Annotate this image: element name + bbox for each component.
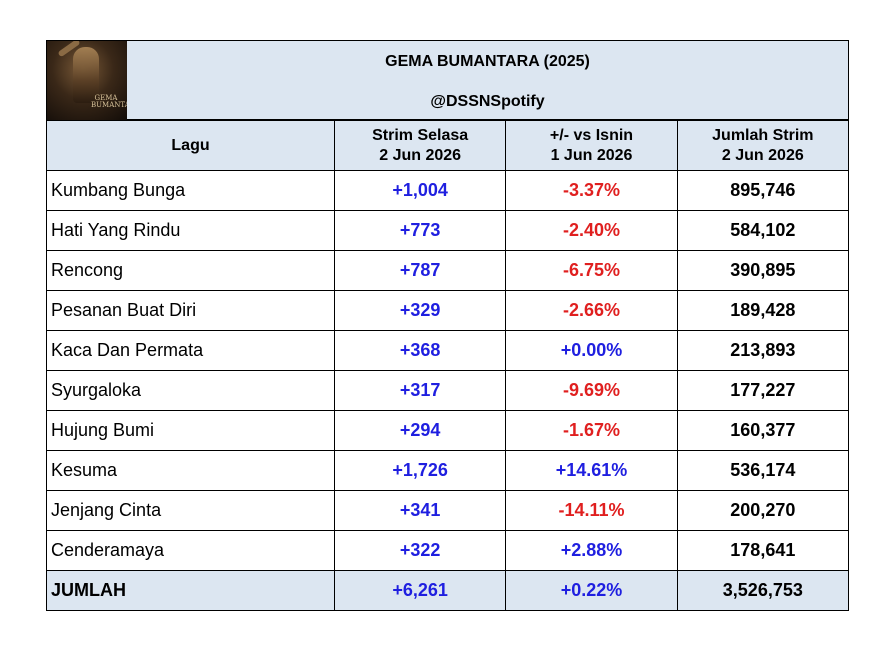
- col-header-song: Lagu: [46, 120, 335, 171]
- total-daily: +6,261: [333, 570, 507, 611]
- table-header-row: Lagu Strim Selasa 2 Jun 2026 +/- vs Isnin…: [46, 120, 850, 171]
- total-streams: 3,526,753: [676, 570, 850, 611]
- change-percent: -2.40%: [505, 210, 678, 251]
- col-header-change: +/- vs Isnin 1 Jun 2026: [505, 120, 678, 171]
- total-streams: 189,428: [676, 290, 850, 331]
- report-handle: @DSSNSpotify: [430, 93, 545, 110]
- song-title: Kesuma: [46, 450, 335, 491]
- change-percent: -14.11%: [505, 490, 678, 531]
- cover-figure: [73, 47, 99, 103]
- table-row: Cenderamaya +322 +2.88% 178,641: [46, 530, 850, 571]
- cover-logo-text: GEMA BUMANTARA: [91, 94, 127, 109]
- song-title: Kaca Dan Permata: [46, 330, 335, 371]
- total-streams: 895,746: [676, 170, 850, 211]
- song-title: Kumbang Bunga: [46, 170, 335, 211]
- song-title: Rencong: [46, 250, 335, 291]
- daily-streams: +294: [333, 410, 507, 451]
- table-row: Syurgaloka +317 -9.69% 177,227: [46, 370, 850, 411]
- table-row: Hati Yang Rindu +773 -2.40% 584,102: [46, 210, 850, 251]
- daily-streams: +787: [333, 250, 507, 291]
- change-percent: -3.37%: [505, 170, 678, 211]
- total-streams: 536,174: [676, 450, 850, 491]
- total-streams: 178,641: [676, 530, 850, 571]
- table-row: Hujung Bumi +294 -1.67% 160,377: [46, 410, 850, 451]
- table-row: Kumbang Bunga +1,004 -3.37% 895,746: [46, 170, 850, 211]
- change-percent: +2.88%: [505, 530, 678, 571]
- song-title: Jenjang Cinta: [46, 490, 335, 531]
- song-title: Pesanan Buat Diri: [46, 290, 335, 331]
- change-percent: -2.66%: [505, 290, 678, 331]
- table-row: Rencong +787 -6.75% 390,895: [46, 250, 850, 291]
- daily-streams: +341: [333, 490, 507, 531]
- total-streams: 584,102: [676, 210, 850, 251]
- total-streams: 213,893: [676, 330, 850, 371]
- song-title: Cenderamaya: [46, 530, 335, 571]
- album-cover-image: GEMA BUMANTARA: [47, 41, 127, 120]
- daily-streams: +322: [333, 530, 507, 571]
- total-change: +0.22%: [505, 570, 678, 611]
- daily-streams: +773: [333, 210, 507, 251]
- table-row: Jenjang Cinta +341 -14.11% 200,270: [46, 490, 850, 531]
- col-header-total: Jumlah Strim 2 Jun 2026: [676, 120, 850, 171]
- report-header: GEMA BUMANTARA GEMA BUMANTARA (2025) @DS…: [46, 40, 849, 120]
- table-row: Kaca Dan Permata +368 +0.00% 213,893: [46, 330, 850, 371]
- total-streams: 390,895: [676, 250, 850, 291]
- change-percent: -6.75%: [505, 250, 678, 291]
- daily-streams: +317: [333, 370, 507, 411]
- report-title: GEMA BUMANTARA (2025): [385, 53, 590, 70]
- song-title: Hati Yang Rindu: [46, 210, 335, 251]
- col-header-daily: Strim Selasa 2 Jun 2026: [333, 120, 507, 171]
- table-row: Pesanan Buat Diri +329 -2.66% 189,428: [46, 290, 850, 331]
- stream-report-table: GEMA BUMANTARA GEMA BUMANTARA (2025) @DS…: [46, 40, 850, 611]
- song-title: Hujung Bumi: [46, 410, 335, 451]
- total-streams: 200,270: [676, 490, 850, 531]
- change-percent: -1.67%: [505, 410, 678, 451]
- daily-streams: +368: [333, 330, 507, 371]
- total-streams: 177,227: [676, 370, 850, 411]
- change-percent: -9.69%: [505, 370, 678, 411]
- total-streams: 160,377: [676, 410, 850, 451]
- stream-table: Lagu Strim Selasa 2 Jun 2026 +/- vs Isnin…: [46, 120, 850, 611]
- daily-streams: +329: [333, 290, 507, 331]
- table-body: Kumbang Bunga +1,004 -3.37% 895,746 Hati Yan…: [46, 170, 850, 571]
- song-title: Syurgaloka: [46, 370, 335, 411]
- daily-streams: +1,726: [333, 450, 507, 491]
- change-percent: +14.61%: [505, 450, 678, 491]
- table-row: Kesuma +1,726 +14.61% 536,174: [46, 450, 850, 491]
- table-total-row: JUMLAH +6,261 +0.22% 3,526,753: [46, 570, 850, 611]
- change-percent: +0.00%: [505, 330, 678, 371]
- total-label: JUMLAH: [46, 570, 335, 611]
- daily-streams: +1,004: [333, 170, 507, 211]
